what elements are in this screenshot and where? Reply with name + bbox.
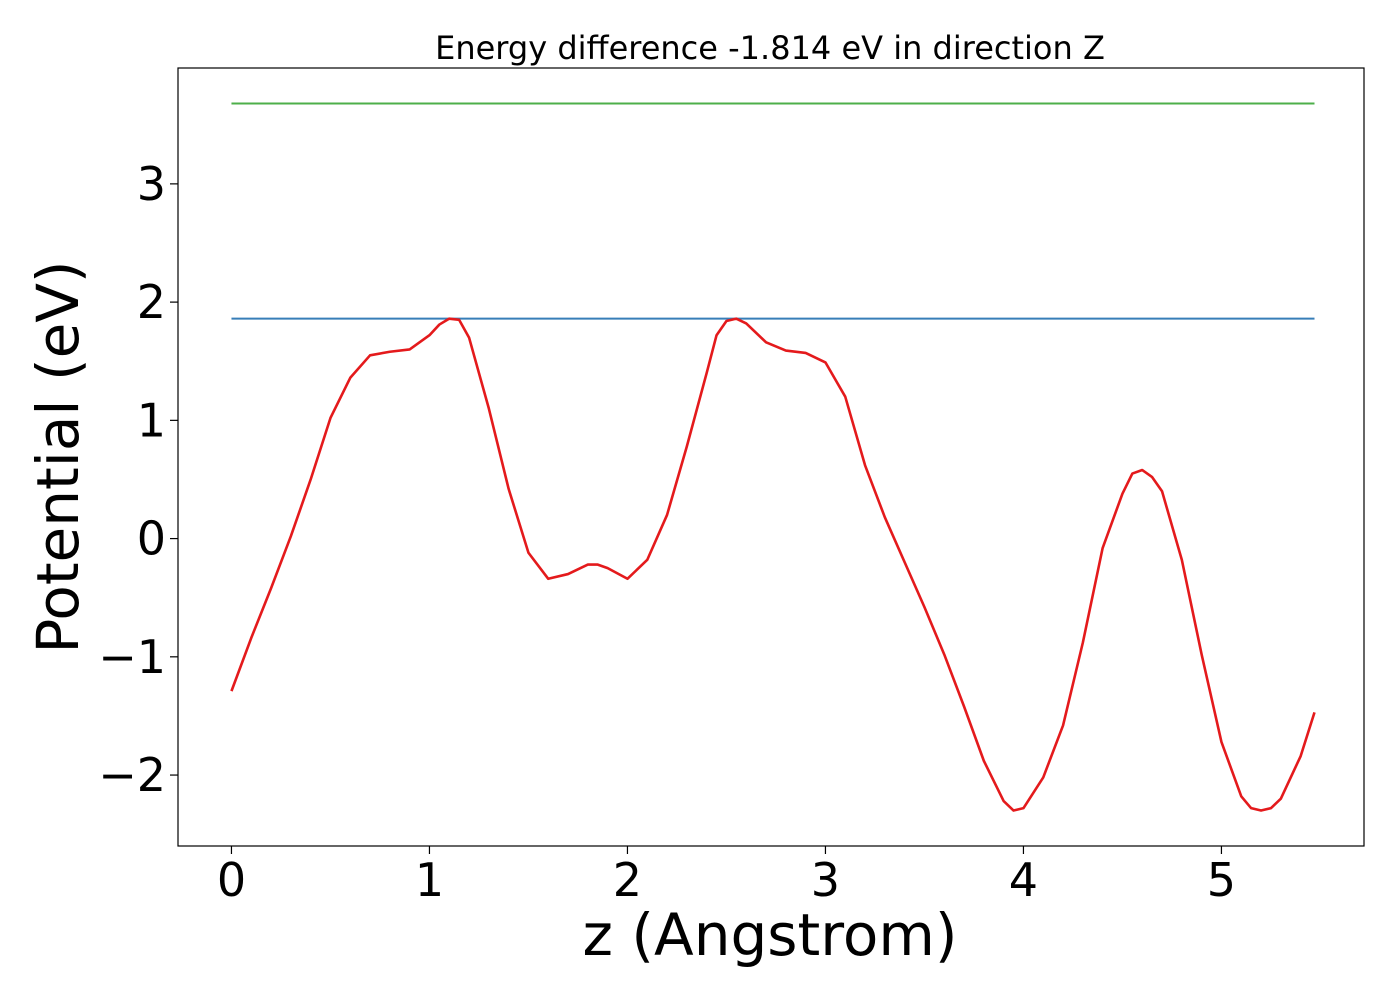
x-tick-label: 2	[613, 853, 642, 907]
y-tick-label: 1	[137, 393, 166, 447]
y-axis-label: Potential (eV)	[24, 260, 92, 653]
chart-title: Energy difference -1.814 eV in direction…	[435, 29, 1105, 67]
x-tick-label: 3	[811, 853, 840, 907]
y-tick-label: −1	[98, 630, 166, 684]
x-axis-label: z (Angstrom)	[583, 901, 958, 969]
ticks-layer: 0 1 2 3 4 5 −2 −1 0 1 2 3	[98, 157, 1236, 907]
x-tick-label: 0	[217, 853, 246, 907]
x-tick-label: 4	[1009, 853, 1038, 907]
y-tick-label: 3	[137, 157, 166, 211]
y-tick-label: 2	[137, 275, 166, 329]
x-tick-label: 5	[1207, 853, 1236, 907]
y-tick-label: −2	[98, 748, 166, 802]
plot-frame	[177, 67, 1365, 847]
x-tick-label: 1	[415, 853, 444, 907]
series-line-0	[230, 317, 1316, 812]
series-layer	[230, 102, 1316, 812]
y-tick-label: 0	[137, 512, 166, 566]
